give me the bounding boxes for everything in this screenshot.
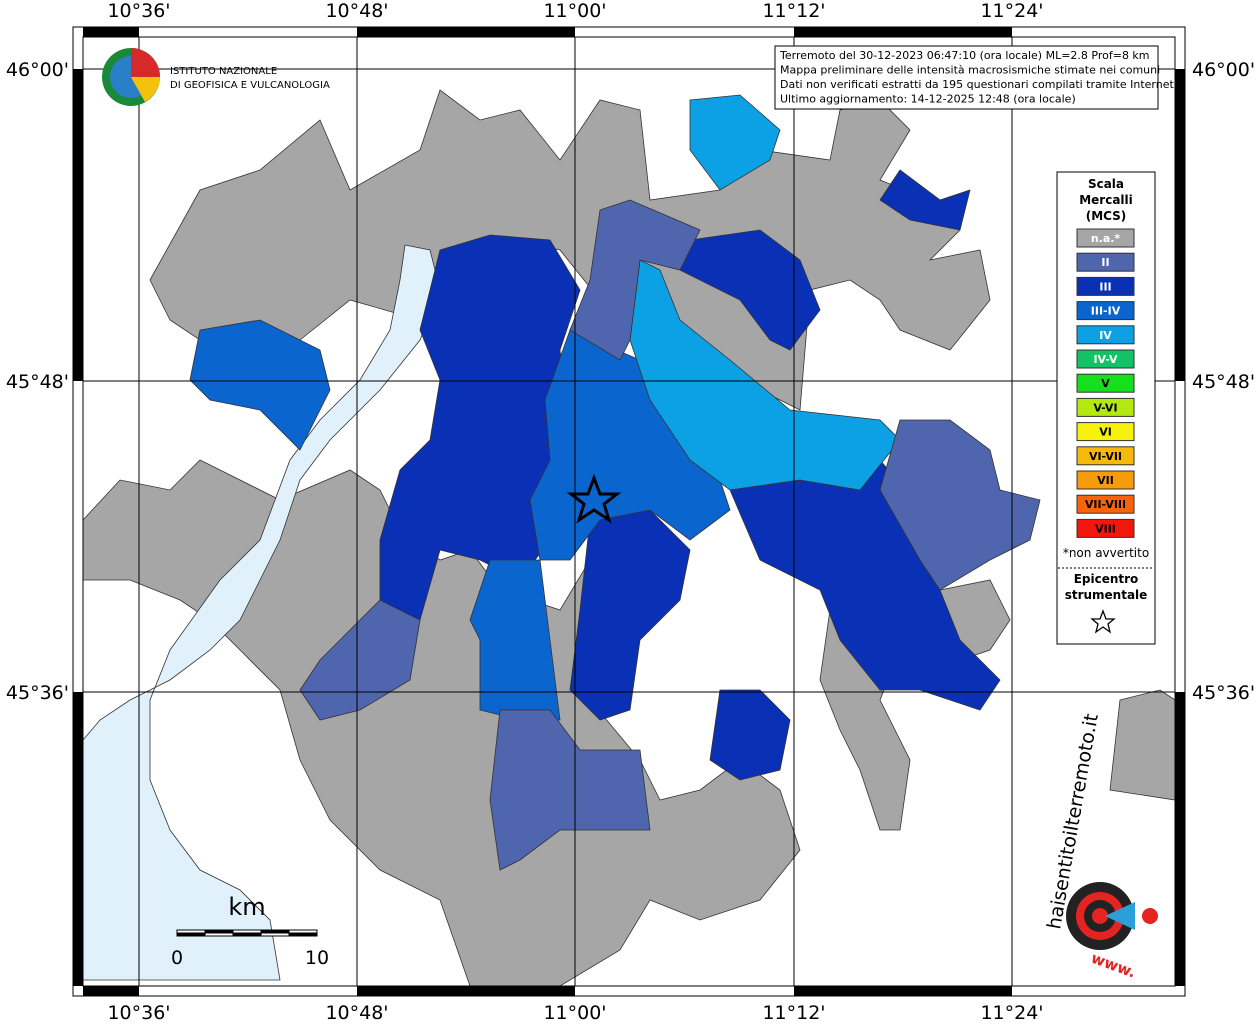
legend-label: V-VI xyxy=(1093,401,1117,414)
y-label: 45°36' xyxy=(6,682,69,704)
legend-title: (MCS) xyxy=(1086,209,1127,223)
legend-label: III-IV xyxy=(1091,305,1121,318)
legend-epicenter: strumentale xyxy=(1065,588,1148,602)
legend-swatch xyxy=(1076,494,1135,514)
frame-bar xyxy=(1175,692,1185,986)
x-label: 11°24' xyxy=(980,1002,1043,1024)
legend-swatch xyxy=(1076,397,1135,417)
legend-swatch xyxy=(1076,422,1135,442)
scale-unit: km xyxy=(228,893,265,921)
legend-label: VI-VII xyxy=(1089,450,1122,463)
frame xyxy=(72,26,1186,997)
legend-label: III xyxy=(1099,280,1111,293)
legend-title: Mercalli xyxy=(1079,193,1133,207)
legend-swatch xyxy=(1076,446,1135,466)
legend-label: VIII xyxy=(1095,522,1116,535)
info-line: Terremoto del 30-12-2023 06:47:10 (ora l… xyxy=(779,49,1150,62)
info-line: Dati non verificati estratti da 195 ques… xyxy=(780,78,1177,91)
site-logo xyxy=(1066,882,1158,950)
legend-label: VI xyxy=(1099,426,1112,439)
scale-label: 10 xyxy=(305,947,329,969)
x-label: 10°36' xyxy=(107,1002,170,1024)
legend-swatch xyxy=(1076,325,1135,345)
legend-label: n.a.* xyxy=(1091,232,1121,245)
institute-line: DI GEOFISICA E VULCANOLOGIA xyxy=(170,80,330,91)
legend-label: II xyxy=(1101,256,1109,269)
legend-swatch xyxy=(1076,373,1135,393)
legend-swatch xyxy=(1076,228,1135,248)
frame-bar xyxy=(83,27,139,37)
legend-swatch xyxy=(1076,276,1135,296)
info-box xyxy=(774,45,1159,110)
legend-label: IV-V xyxy=(1093,353,1118,366)
x-label: 11°12' xyxy=(762,1002,825,1024)
frame-bar xyxy=(794,27,1012,37)
frame-inner xyxy=(82,36,1176,987)
legend-label: V xyxy=(1101,377,1110,390)
frame-bar xyxy=(357,27,575,37)
info-line: Ultimo aggiornamento: 14-12-2025 12:48 (… xyxy=(780,93,1076,106)
frame-bar xyxy=(1175,69,1185,381)
legend-swatch xyxy=(1076,518,1135,538)
y-label: 45°48' xyxy=(1192,371,1255,393)
frame-bar xyxy=(794,986,1012,996)
institute-line: ISTITUTO NAZIONALE xyxy=(170,66,277,77)
legend-title: Scala xyxy=(1088,177,1124,191)
map-area xyxy=(82,36,1176,987)
x-label: 11°00' xyxy=(543,1002,606,1024)
legend-note: *non avvertito xyxy=(1063,546,1149,560)
legend-label: VII-VIII xyxy=(1085,498,1126,511)
frame-bar xyxy=(73,692,83,986)
x-label: 11°24' xyxy=(980,0,1043,22)
x-label: 11°12' xyxy=(762,0,825,22)
x-label: 10°48' xyxy=(325,0,388,22)
y-label: 45°36' xyxy=(1192,682,1255,704)
legend-swatch xyxy=(1076,470,1135,490)
legend-swatch xyxy=(1076,349,1135,369)
ingv-logo: ISTITUTO NAZIONALE DI GEOFISICA E VULCAN… xyxy=(102,48,330,106)
legend-swatch xyxy=(1076,252,1135,272)
info-line: Mappa preliminare delle intensità macros… xyxy=(780,64,1160,77)
scale-bar xyxy=(176,929,318,937)
frame-bar xyxy=(83,986,139,996)
epicenter-star xyxy=(566,473,622,524)
legend-swatch xyxy=(1076,301,1135,321)
y-label: 46°00' xyxy=(6,59,69,81)
frame-outline xyxy=(72,26,1186,997)
frame-bar xyxy=(357,986,575,996)
x-label: 10°48' xyxy=(325,1002,388,1024)
legend-epicenter: Epicentro xyxy=(1074,572,1139,586)
y-label: 45°48' xyxy=(6,371,69,393)
frame-bar xyxy=(73,69,83,381)
legend-label: IV xyxy=(1099,329,1112,342)
x-label: 10°36' xyxy=(107,0,170,22)
x-label: 11°00' xyxy=(543,0,606,22)
y-label: 46°00' xyxy=(1192,59,1255,81)
scale-label: 0 xyxy=(171,947,183,969)
legend-label: VII xyxy=(1097,474,1114,487)
